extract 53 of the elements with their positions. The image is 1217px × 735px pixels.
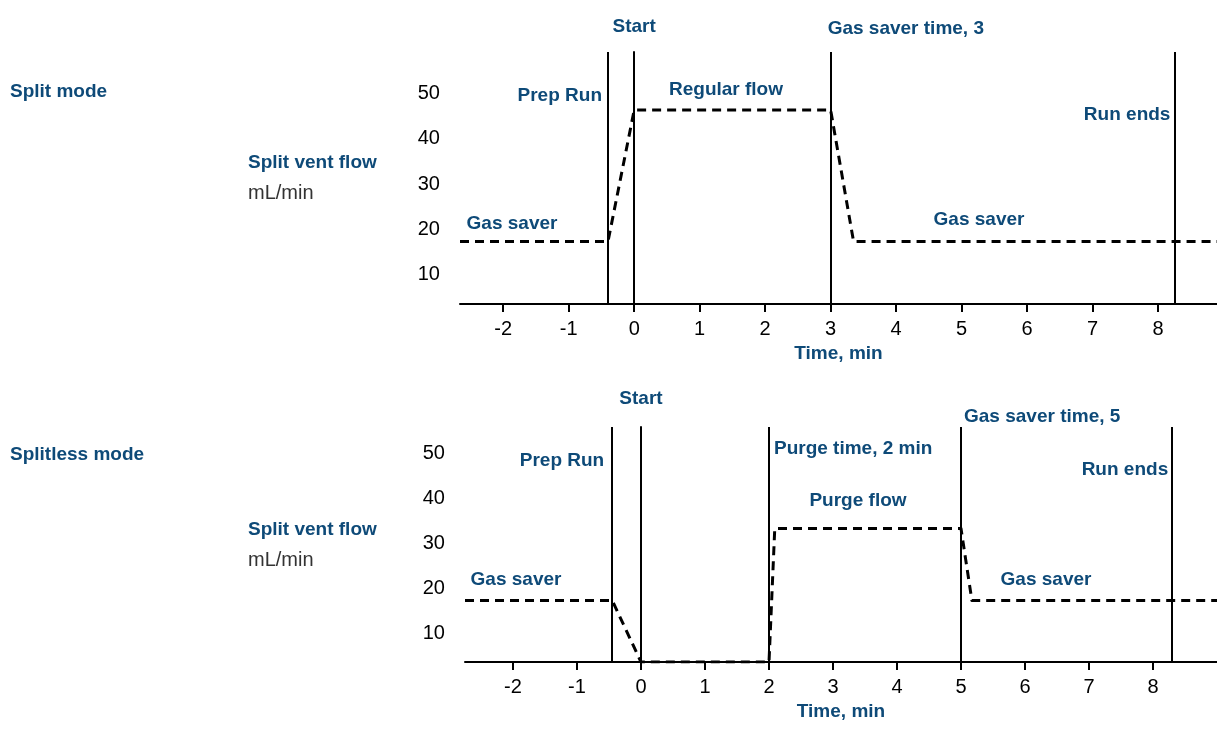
y-tick-label: 30 — [417, 171, 440, 194]
x-tick-label: 5 — [956, 317, 968, 340]
x-tick-label: 2 — [759, 317, 771, 340]
x-tick-label: -1 — [559, 317, 578, 340]
annotation: Regular flow — [668, 77, 784, 99]
x-tick-label: -1 — [568, 675, 586, 697]
y-tick-label: 10 — [417, 262, 440, 285]
y-tick-label: 50 — [422, 441, 445, 464]
x-tick-label: 1 — [699, 675, 711, 697]
ref-line-label: Purge time, 2 min — [774, 436, 933, 458]
ref-line-label: Start — [619, 386, 664, 408]
y-axis-title: Split vent flow mL/min — [248, 518, 377, 570]
annotation: Gas saver — [466, 211, 559, 233]
annotation: Purge flow — [809, 488, 907, 510]
x-tick-label: 0 — [635, 675, 647, 697]
ref-line-label: Prep Run — [519, 448, 605, 470]
x-tick-label: 8 — [1147, 675, 1159, 697]
text: Split mode — [10, 79, 108, 101]
x-tick-label: 4 — [890, 317, 902, 340]
ref-line-label: Start — [612, 14, 657, 36]
x-tick-label: -2 — [504, 675, 522, 697]
annotation: Gas saver — [1000, 567, 1093, 589]
y-tick-label: 30 — [422, 531, 445, 554]
y-tick-label: 50 — [417, 80, 440, 103]
x-tick-label: 3 — [825, 317, 837, 340]
ref-line-label: Gas saver time, 5 — [964, 404, 1121, 426]
x-axis-title: Time, min — [794, 342, 883, 363]
y-tick-label: 40 — [417, 126, 440, 149]
x-tick-label: 4 — [891, 675, 903, 697]
x-tick-label: 3 — [827, 675, 839, 697]
text: Splitless mode — [10, 442, 145, 464]
y-tick-label: 20 — [422, 575, 445, 598]
x-tick-label: 7 — [1087, 317, 1099, 340]
x-tick-label: 1 — [694, 317, 706, 340]
y-axis-title: Split vent flow mL/min — [248, 151, 377, 203]
ref-line-label: Gas saver time, 3 — [827, 16, 984, 38]
y-tick-label: 10 — [422, 620, 445, 643]
annotation: Gas saver — [933, 207, 1026, 229]
x-tick-label: -2 — [494, 317, 513, 340]
ref-line-label: Run ends — [1083, 102, 1171, 124]
y-tick-label: 40 — [422, 486, 445, 509]
x-tick-label: 7 — [1083, 675, 1095, 697]
ref-line-label: Prep Run — [517, 83, 602, 105]
x-axis-title: Time, min — [796, 699, 886, 721]
x-tick-label: 5 — [955, 675, 967, 697]
annotation: Gas saver — [470, 567, 563, 589]
x-tick-label: 6 — [1019, 675, 1031, 697]
x-tick-label: 6 — [1021, 317, 1033, 340]
x-tick-label: 2 — [763, 675, 775, 697]
y-tick-label: 20 — [417, 216, 440, 239]
ref-line-label: Run ends — [1081, 457, 1169, 479]
x-tick-label: 0 — [628, 317, 640, 340]
x-tick-label: 8 — [1152, 317, 1164, 340]
